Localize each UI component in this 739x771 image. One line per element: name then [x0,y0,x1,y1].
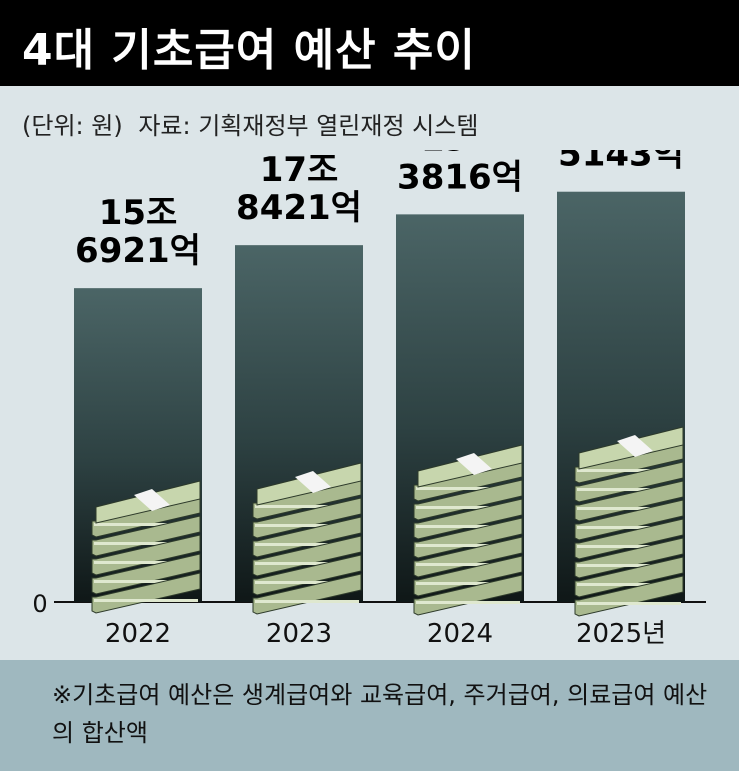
chart-title: 4대 기초급여 예산 추이 [22,25,476,76]
x-tick-label: 2023 [266,619,332,649]
money-stack-illustration [252,462,362,615]
x-tick-label: 2024 [427,619,493,649]
data-label: 15조 [99,193,178,233]
money-stack-illustration [91,480,201,614]
x-tick-label: 2025년 [576,619,666,649]
data-label: 6921억 [75,231,201,271]
data-label: 19조 [421,150,500,159]
x-tick-label: 2022 [105,619,171,649]
footnote: ※기초급여 예산은 생계급여와 교육급여, 주거급여, 의료급여 예산의 합산액 [52,681,708,747]
money-stack-illustration [413,444,523,616]
data-label: 5143억 [558,150,684,175]
y-tick-label: 0 [32,590,47,618]
unit-label: (단위: 원) [22,112,123,140]
source-label: 자료: 기획재정부 열린재정 시스템 [138,112,479,140]
data-label: 3816억 [397,157,523,197]
money-stack-illustration [574,426,684,617]
title-bar: 4대 기초급여 예산 추이 [0,0,739,86]
bar-chart: 015조6921억202217조8421억202319조3816억202420조… [32,150,706,649]
subtitle: (단위: 원) 자료: 기획재정부 열린재정 시스템 [22,106,486,141]
data-label: 8421억 [236,188,362,228]
footnote-box [0,660,739,771]
data-label: 17조 [260,150,339,190]
